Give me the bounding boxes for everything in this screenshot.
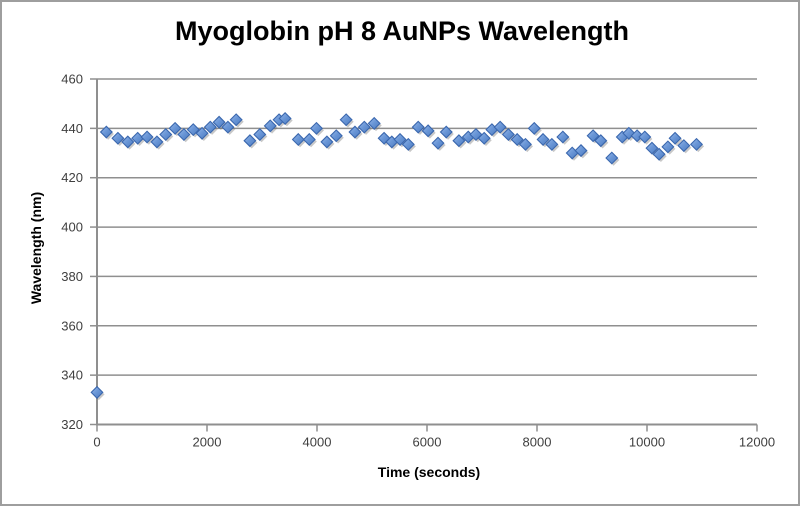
data-point [329,129,343,143]
x-tick-label: 2000 [193,435,222,450]
data-point [320,135,334,149]
data-point [421,124,435,138]
x-tick-label: 8000 [523,435,552,450]
data-point [677,139,691,153]
data-point [605,151,619,165]
data-point [536,132,550,146]
y-tick-label: 400 [61,220,83,235]
x-tick-label: 0 [93,435,100,450]
data-point [221,120,235,134]
data-point [309,121,323,135]
data-point [510,132,524,146]
data-point [348,125,362,139]
data-point [630,129,644,143]
y-tick-label: 360 [61,318,83,333]
data-point [177,127,191,142]
data-point [195,126,209,140]
data-point [159,127,173,142]
data-point [501,127,515,142]
data-point [90,385,104,399]
data-point [586,129,600,143]
data-point [493,120,507,134]
data-point [556,130,570,144]
data-point [99,125,113,139]
data-point [689,137,704,151]
y-tick-label: 320 [61,417,83,432]
data-point [452,134,466,148]
data-point [645,141,659,155]
data-point [140,130,154,144]
y-tick-label: 340 [61,368,83,383]
data-point [367,116,381,130]
data-point [518,137,532,151]
y-tick-label: 460 [61,72,83,87]
x-tick-label: 12000 [739,435,775,450]
x-tick-label: 4000 [303,435,332,450]
y-tick-label: 440 [61,121,83,136]
data-point [278,111,292,126]
x-tick-label: 10000 [629,435,665,450]
data-point [291,132,305,146]
data-point [622,126,636,140]
data-point [357,120,371,134]
chart-title: Myoglobin pH 8 AuNPs Wavelength [174,16,630,46]
data-point [111,131,125,145]
data-point [527,121,541,135]
x-axis-title: Time (seconds) [377,464,481,480]
data-point [469,127,483,142]
data-point [121,135,135,149]
data-point [168,121,182,135]
data-point [203,120,217,134]
data-point [229,113,243,127]
data-point [661,140,675,154]
data-point [253,127,267,142]
data-point [574,144,588,158]
data-point [150,135,164,149]
data-point [339,113,353,127]
data-point [545,137,559,151]
data-point [668,131,682,145]
data-point [401,137,415,151]
data-point [377,131,391,145]
data-point [186,123,200,137]
data-point [638,130,652,144]
data-point [243,134,257,148]
data-point [411,120,425,134]
y-tick-label: 380 [61,269,83,284]
data-point [439,125,453,139]
x-tick-label: 6000 [413,435,442,450]
data-point [393,132,407,146]
data-point [212,115,226,129]
data-point [263,119,277,133]
data-point [431,136,445,150]
y-tick-label: 420 [61,170,83,185]
data-point [302,132,316,146]
data-point [594,134,608,148]
data-point [477,131,491,145]
data-point [652,147,666,161]
